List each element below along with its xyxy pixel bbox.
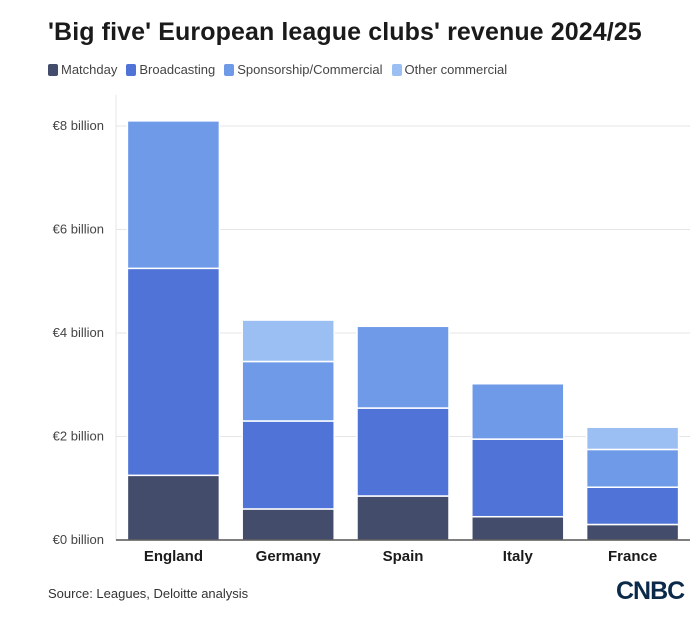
legend-label-matchday: Matchday (61, 62, 118, 77)
y-tick-label: €6 billion (53, 222, 104, 237)
legend-label-broadcasting: Broadcasting (139, 62, 216, 77)
y-tick-label: €2 billion (53, 429, 104, 444)
cnbc-logo: CNBC (616, 577, 685, 605)
x-tick-label: Spain (383, 548, 424, 565)
legend-swatch-broadcasting (126, 63, 137, 76)
bar-segment (471, 515, 565, 541)
x-tick-label: Germany (256, 548, 322, 565)
y-tick-label: €4 billion (53, 325, 104, 340)
bar-segment (241, 508, 335, 541)
legend-item-broadcasting: Broadcasting (126, 62, 215, 77)
bar-segment (126, 474, 221, 541)
legend: Matchday Broadcasting Sponsorship/Commer… (48, 62, 507, 77)
legend-swatch-sponsorship (224, 63, 235, 76)
x-tick-label: England (144, 548, 203, 565)
bar-segment (126, 120, 221, 270)
legend-label-sponsorship: Sponsorship/Commercial (237, 62, 383, 77)
x-tick-label: France (608, 548, 657, 565)
bar-segment (471, 438, 565, 518)
bar-segment (241, 360, 335, 422)
legend-item-sponsorship: Sponsorship/Commercial (224, 62, 383, 77)
bar-segment (356, 495, 450, 541)
legend-swatch-other-commercial (391, 63, 402, 76)
bar-segment (585, 486, 680, 526)
y-tick-label: €0 billion (53, 532, 104, 547)
bar-segment (356, 407, 450, 497)
chart-title: 'Big five' European league clubs' revenu… (48, 18, 642, 46)
bar-segment (241, 420, 335, 510)
bar-segment (471, 382, 565, 440)
x-tick-label: Italy (503, 548, 534, 565)
bar-segment (585, 523, 680, 541)
legend-label-other-commercial: Other commercial (404, 62, 508, 77)
legend-item-matchday: Matchday (48, 62, 117, 77)
legend-swatch-matchday (48, 63, 58, 76)
bar-segment (585, 448, 680, 488)
bar-segment (126, 267, 221, 477)
legend-item-other-commercial: Other commercial (391, 62, 508, 77)
y-tick-label: €8 billion (53, 118, 104, 133)
bar-segment (241, 319, 335, 363)
bar-segment (585, 426, 680, 451)
bar-segment (356, 325, 450, 409)
source-note: Source: Leagues, Deloitte analysis (48, 586, 249, 601)
